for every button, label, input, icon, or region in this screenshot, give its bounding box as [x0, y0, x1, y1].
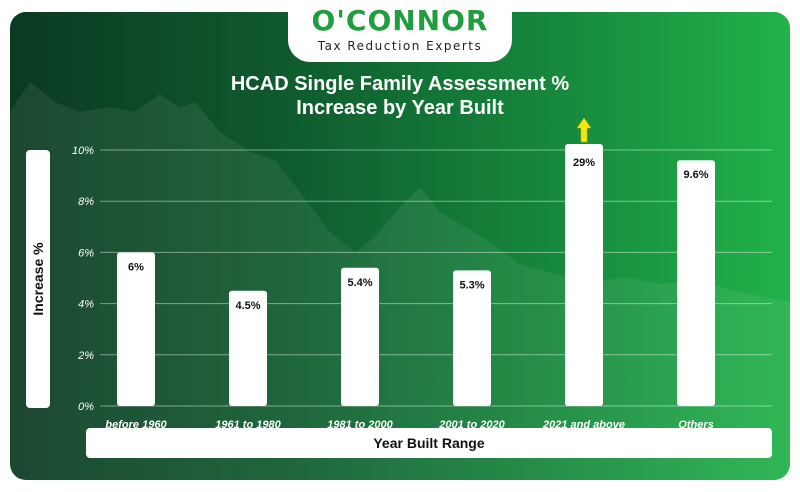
bar	[453, 270, 491, 406]
off-scale-arrow-icon	[576, 117, 592, 143]
y-tick-label: 8%	[78, 196, 94, 208]
y-axis-label-box	[26, 150, 50, 408]
bar	[677, 160, 715, 406]
bar	[565, 144, 603, 406]
x-tick-label: 2021 and above	[542, 419, 625, 431]
data-label: 5.3%	[459, 279, 484, 291]
y-tick-label: 6%	[78, 247, 94, 259]
y-tick-label: 4%	[78, 299, 94, 311]
data-label: 5.4%	[347, 277, 372, 289]
bar	[341, 267, 379, 406]
y-tick-label: 0%	[78, 401, 94, 413]
y-tick-label: 2%	[77, 350, 94, 362]
chart-title: HCAD Single Family Assessment % Increase…	[190, 72, 610, 120]
bar	[117, 252, 155, 406]
logo-name: O'CONNOR	[311, 4, 489, 37]
data-label: 4.5%	[235, 300, 260, 312]
x-tick-label: 2001 to 2020	[438, 419, 505, 431]
data-label: 9.6%	[683, 169, 708, 181]
x-tick-label: 1981 to 2000	[327, 419, 393, 431]
x-tick-label: Others	[678, 419, 713, 431]
data-label: 29%	[573, 157, 595, 169]
x-axis-label-box: Year Built Range	[86, 428, 772, 458]
x-axis-label: Year Built Range	[373, 435, 485, 451]
brand-logo: O'CONNOR Tax Reduction Experts	[288, 0, 512, 62]
bar	[229, 290, 267, 406]
logo-tagline: Tax Reduction Experts	[317, 39, 483, 53]
x-tick-label: before 1960	[105, 419, 167, 431]
chart-title-line-1: HCAD Single Family Assessment %	[230, 73, 570, 95]
chart-title-line-2: Increase by Year Built	[296, 97, 504, 119]
y-tick-label: 10%	[72, 145, 94, 157]
data-label: 6%	[128, 261, 144, 273]
x-tick-label: 1961 to 1980	[215, 419, 281, 431]
